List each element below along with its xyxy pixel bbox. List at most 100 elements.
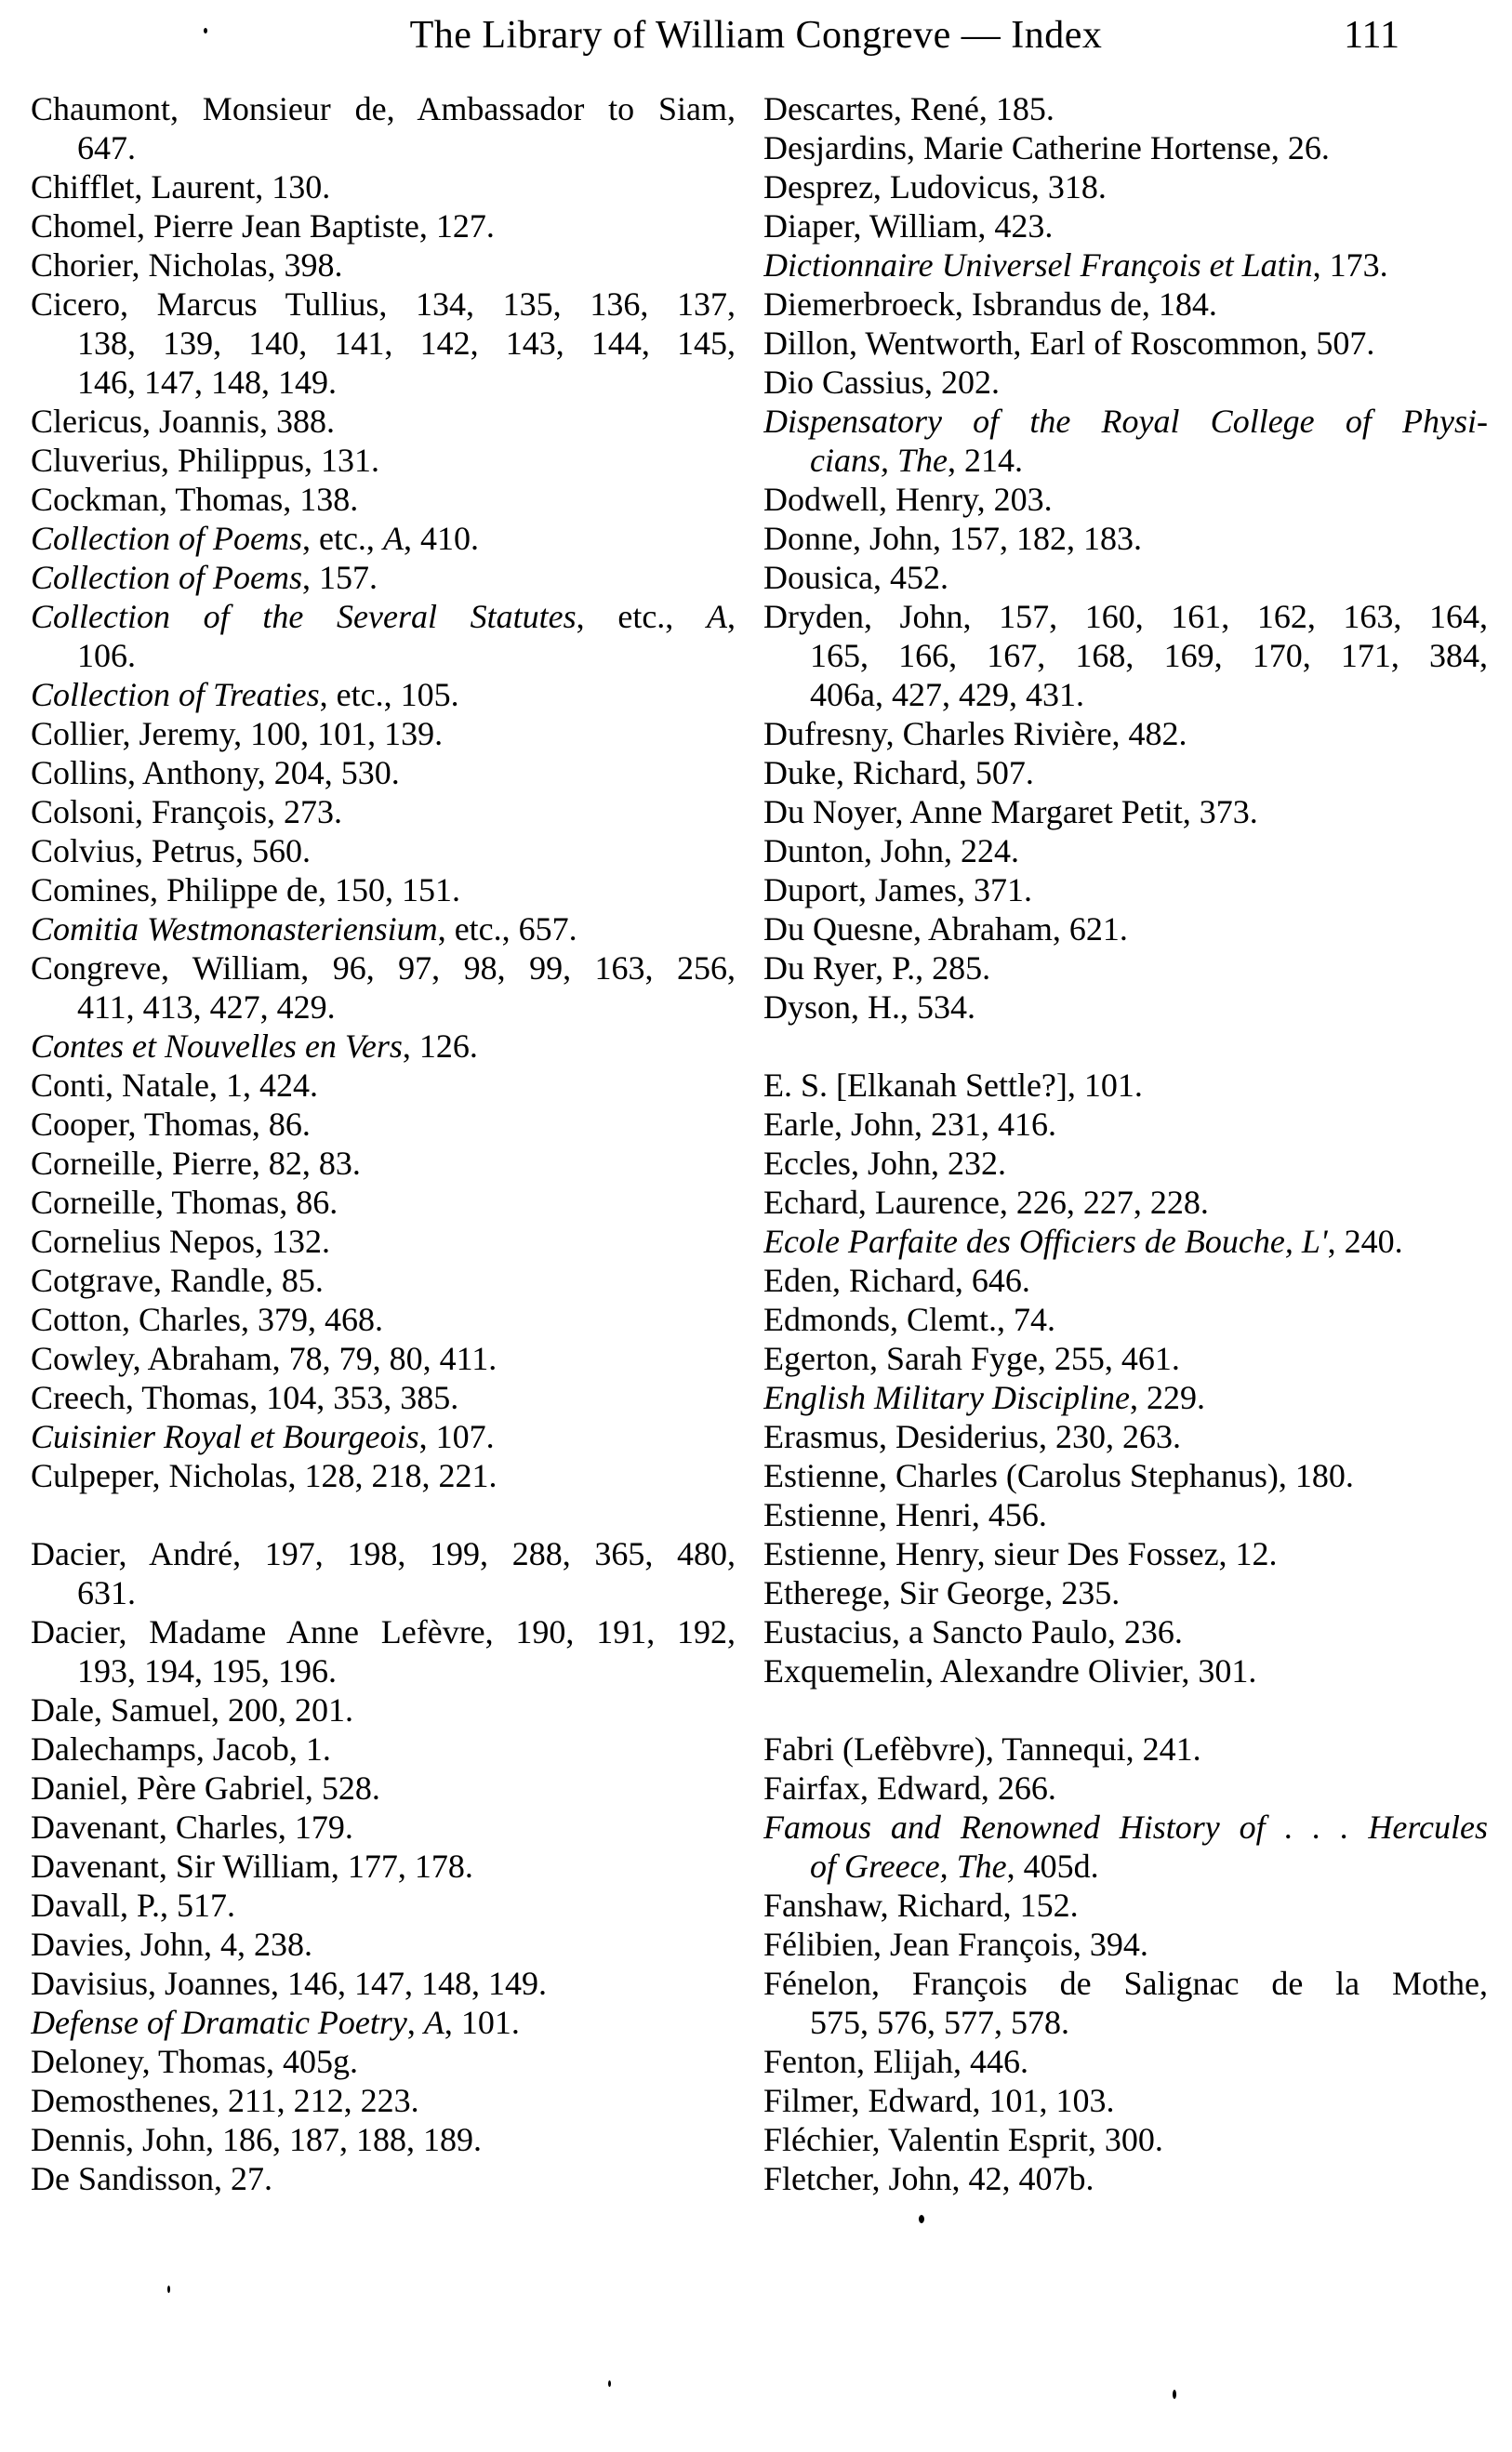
index-entry-line: Fénelon, François de Salignac de la Moth… [763,1964,1488,2003]
entry-segment: Clericus, Joannis, 388. [31,403,335,440]
entry-segment: , 107. [418,1418,495,1455]
entry-segment: , 101. [444,2004,520,2041]
entry-segment: Fairfax, Edward, 266. [763,1769,1056,1807]
index-entry-line: Echard, Laurence, 226, 227, 228. [763,1183,1488,1222]
index-entry-line: Donne, John, 157, 182, 183. [763,519,1488,558]
index-entry-line: Conti, Natale, 1, 424. [31,1066,736,1105]
entry-segment: Descartes, René, 185. [763,90,1054,127]
index-entry-line: Fléchier, Valentin Esprit, 300. [763,2120,1488,2159]
entry-segment: Corneille, Thomas, 86. [31,1184,338,1221]
index-entry-line: Cooper, Thomas, 86. [31,1105,736,1144]
index-entry-line: 146, 147, 148, 149. [31,363,736,402]
entry-segment: Dunton, John, 224. [763,832,1020,869]
entry-segment: , 240. [1327,1223,1403,1260]
index-entry-line: 406a, 427, 429, 431. [763,675,1488,714]
entry-segment: Dale, Samuel, 200, 201. [31,1691,353,1729]
entry-segment: Cooper, Thomas, 86. [31,1106,311,1143]
entry-segment-italic: Collection of Poems [31,520,302,557]
entry-segment: Dennis, John, 186, 187, 188, 189. [31,2121,482,2158]
index-entry-line: Davies, John, 4, 238. [31,1925,736,1964]
entry-segment: Cluverius, Philippus, 131. [31,442,380,479]
entry-segment: 106. [77,637,136,674]
entry-segment-italic: Contes et Nouvelles en Vers [31,1027,403,1065]
index-entry-line: Dacier, André, 197, 198, 199, 288, 365, … [31,1534,736,1573]
index-entry-line: Collection of the Several Statutes, etc.… [31,597,736,636]
index-entry-line: Corneille, Pierre, 82, 83. [31,1144,736,1183]
entry-segment: , 173. [1312,246,1388,284]
entry-segment: Davenant, Charles, 179. [31,1809,353,1846]
entry-segment: Estienne, Charles (Carolus Stephanus), 1… [763,1457,1354,1494]
entry-segment: Echard, Laurence, 226, 227, 228. [763,1184,1209,1221]
index-entry-line: Dennis, John, 186, 187, 188, 189. [31,2120,736,2159]
entry-segment: , 126. [402,1027,478,1065]
entry-segment: Dodwell, Henry, 203. [763,481,1053,518]
entry-segment: 165, 166, 167, 168, 169, 170, 171, 384, [810,637,1488,674]
index-entry-line: Chomel, Pierre Jean Baptiste, 127. [31,206,736,245]
index-entry-line: English Military Discipline, 229. [763,1378,1488,1417]
entry-segment: Desjardins, Marie Catherine Hortense, 26… [763,129,1330,166]
entry-segment: Etherege, Sir George, 235. [763,1574,1121,1611]
index-entry-line: Descartes, René, 185. [763,89,1488,128]
index-entry-line: Davenant, Sir William, 177, 178. [31,1847,736,1886]
index-entry-line: Cuisinier Royal et Bourgeois, 107. [31,1417,736,1456]
entry-segment-italic: Collection of Poems [31,559,302,596]
entry-segment-italic: cians, The [810,442,948,479]
index-entry-line: Colvius, Petrus, 560. [31,831,736,870]
entry-segment: Dio Cassius, 202. [763,364,1001,401]
entry-segment: Dillon, Wentworth, Earl of Roscommon, 50… [763,325,1375,362]
index-entry-line: 631. [31,1573,736,1612]
entry-segment: Estienne, Henry, sieur Des Fossez, 12. [763,1535,1278,1572]
index-entry-line: Collection of Treaties, etc., 105. [31,675,736,714]
index-entry-line: Davisius, Joannes, 146, 147, 148, 149. [31,1964,736,2003]
entry-segment-italic: Ecole Parfaite des Officiers de Bouche, … [763,1223,1328,1260]
entry-segment: Egerton, Sarah Fyge, 255, 461. [763,1340,1180,1377]
index-entry-line: 647. [31,128,736,167]
entry-segment-italic: Dispensatory of the Royal College of Phy… [763,403,1488,440]
entry-segment: Cicero, Marcus Tullius, 134, 135, 136, 1… [31,285,736,323]
index-entry-line: Desprez, Ludovicus, 318. [763,167,1488,206]
entry-segment: 575, 576, 577, 578. [810,2004,1069,2041]
index-entry-line: Dufresny, Charles Rivière, 482. [763,714,1488,753]
index-entry-line: De Sandisson, 27. [31,2159,736,2198]
entry-segment: , 214. [948,442,1023,479]
entry-segment: Davenant, Sir William, 177, 178. [31,1848,473,1885]
entry-segment-italic: A [707,598,727,635]
entry-segment: Cowley, Abraham, 78, 79, 80, 411. [31,1340,497,1377]
index-entry-line: Ecole Parfaite des Officiers de Bouche, … [763,1222,1488,1261]
index-entry-line: Du Noyer, Anne Margaret Petit, 373. [763,792,1488,831]
entry-segment: Donne, John, 157, 182, 183. [763,520,1142,557]
entry-segment: Comines, Philippe de, 150, 151. [31,871,460,908]
index-entry-line: 411, 413, 427, 429. [31,987,736,1027]
index-columns: Chaumont, Monsieur de, Ambassador to Sia… [31,89,1488,2198]
entry-segment: , 229. [1129,1379,1205,1416]
index-entry-line: Dispensatory of the Royal College of Phy… [763,402,1488,441]
entry-segment: Chomel, Pierre Jean Baptiste, 127. [31,207,495,245]
index-entry-line: 138, 139, 140, 141, 142, 143, 144, 145, [31,324,736,363]
section-gap [763,1027,1488,1066]
entry-segment: , [727,598,736,635]
index-entry-line: Famous and Renowned History of . . . Her… [763,1808,1488,1847]
index-entry-line: cians, The, 214. [763,441,1488,480]
index-entry-line: Dousica, 452. [763,558,1488,597]
index-entry-line: Erasmus, Desiderius, 230, 263. [763,1417,1488,1456]
index-entry-line: Diemerbroeck, Isbrandus de, 184. [763,285,1488,324]
index-entry-line: Dale, Samuel, 200, 201. [31,1690,736,1730]
index-entry-line: Fabri (Lefèbvre), Tannequi, 241. [763,1730,1488,1769]
entry-segment: Cotton, Charles, 379, 468. [31,1301,383,1338]
entry-segment: Du Noyer, Anne Margaret Petit, 373. [763,793,1258,830]
entry-segment: Du Quesne, Abraham, 621. [763,910,1128,948]
index-entry-line: Collins, Anthony, 204, 530. [31,753,736,792]
entry-segment: Eden, Richard, 646. [763,1262,1030,1299]
entry-segment: Edmonds, Clemt., 74. [763,1301,1055,1338]
entry-segment: Dyson, H., 534. [763,988,976,1026]
entry-segment: Collier, Jeremy, 100, 101, 139. [31,715,444,752]
index-entry-line: Chorier, Nicholas, 398. [31,245,736,285]
index-entry-line: Chaumont, Monsieur de, Ambassador to Sia… [31,89,736,128]
entry-segment: 138, 139, 140, 141, 142, 143, 144, 145, [77,325,736,362]
entry-segment: Duke, Richard, 507. [763,754,1034,791]
entry-segment-italic: Cuisinier Royal et Bourgeois [31,1418,419,1455]
index-entry-line: Cotton, Charles, 379, 468. [31,1300,736,1339]
index-entry-line: Fanshaw, Richard, 152. [763,1886,1488,1925]
index-entry-line: Du Ryer, P., 285. [763,948,1488,987]
entry-segment: Fenton, Elijah, 446. [763,2043,1028,2080]
